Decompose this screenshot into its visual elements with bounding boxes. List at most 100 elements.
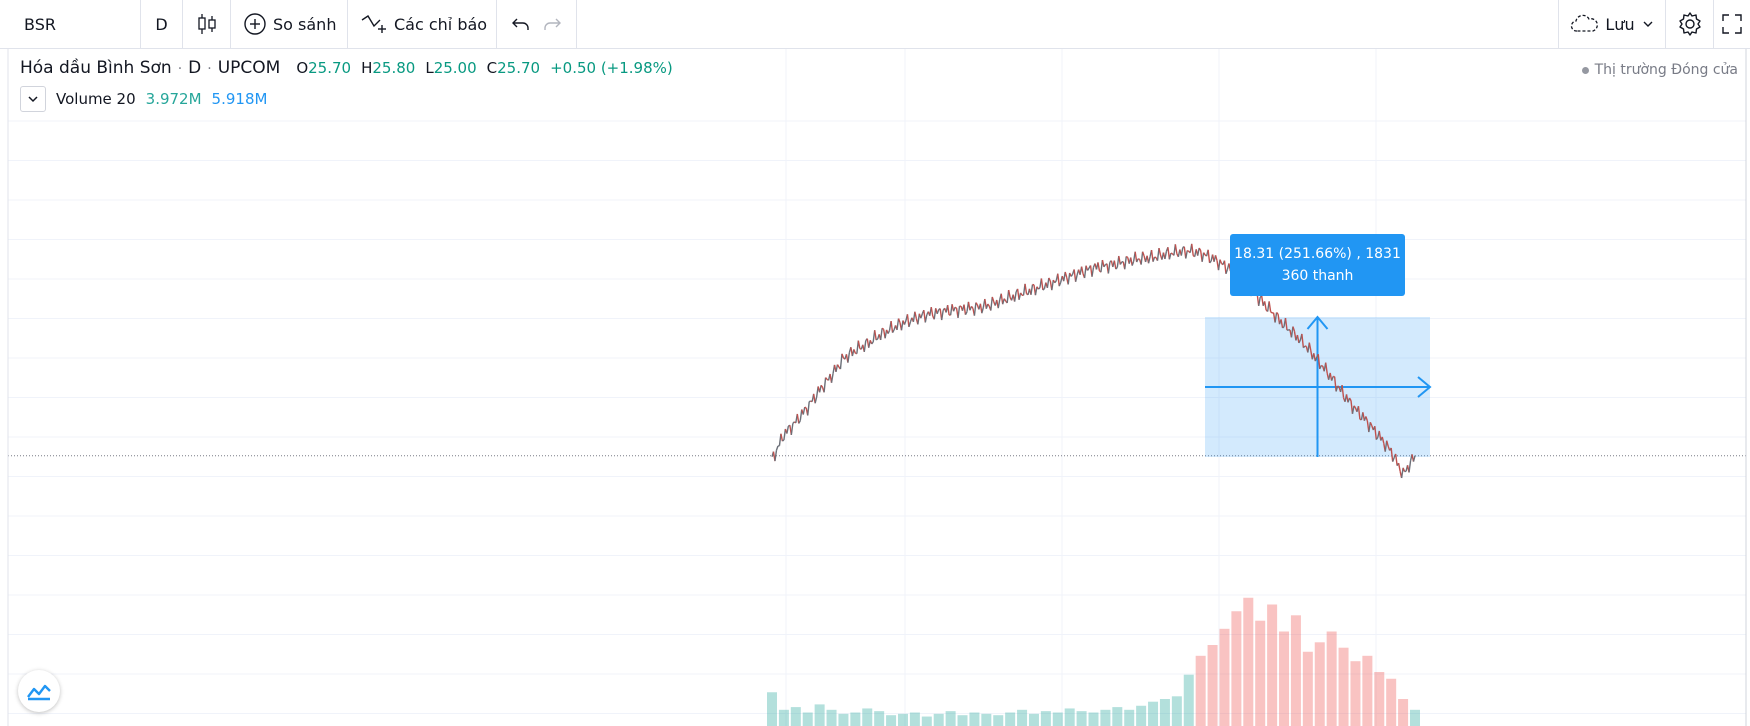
volume-bar xyxy=(1040,711,1051,726)
price-segment xyxy=(1308,342,1312,351)
price-segment xyxy=(1408,460,1412,473)
price-segment xyxy=(1374,426,1377,440)
price-segment xyxy=(825,377,828,380)
volume-bar xyxy=(1314,642,1325,726)
price-segment xyxy=(1136,258,1139,263)
indicators-button[interactable]: Các chỉ báo xyxy=(348,0,497,48)
price-segment xyxy=(1174,244,1178,254)
chart-grid xyxy=(8,49,1746,726)
volume-bar xyxy=(1279,631,1290,726)
compare-button[interactable]: So sánh xyxy=(231,0,348,48)
market-status-label: Thị trường Đóng cửa xyxy=(1594,62,1738,78)
price-segment xyxy=(1024,283,1028,294)
price-segment xyxy=(1394,453,1398,466)
price-segment xyxy=(1282,326,1285,329)
measure-tool xyxy=(1205,315,1432,457)
save-button[interactable]: Lưu xyxy=(1559,0,1666,48)
price-segment xyxy=(786,425,790,434)
legend-separator: · xyxy=(177,61,183,77)
symbol-label: BSR xyxy=(24,14,56,34)
price-segment xyxy=(1365,416,1369,422)
volume-bar xyxy=(1219,628,1230,726)
price-segment xyxy=(1263,301,1267,311)
ohlc-low: L25.00 xyxy=(425,59,477,77)
price-segment xyxy=(1384,440,1388,452)
price-segment xyxy=(1386,440,1389,447)
price-segment xyxy=(1013,291,1017,302)
price-segment xyxy=(881,327,885,330)
chart-pane[interactable] xyxy=(0,49,1750,726)
price-segment xyxy=(853,349,857,354)
price-segment xyxy=(799,409,803,421)
redo-icon[interactable] xyxy=(541,13,563,35)
price-segment xyxy=(954,306,957,309)
price-segment xyxy=(1381,436,1385,444)
price-segment xyxy=(1314,356,1318,362)
price-segment xyxy=(884,329,888,339)
symbol-search-button[interactable]: BSR xyxy=(0,0,141,48)
undo-icon[interactable] xyxy=(510,13,532,35)
price-segment xyxy=(1317,354,1321,369)
collapse-legend-button[interactable] xyxy=(20,86,46,112)
price-segment xyxy=(981,307,985,314)
price-segment xyxy=(841,353,845,359)
price-segment xyxy=(1296,334,1300,344)
settings-button[interactable] xyxy=(1666,0,1714,48)
volume-bar xyxy=(1136,705,1147,726)
tradingview-logo-button[interactable] xyxy=(18,670,60,712)
measure-tooltip: 18.31 (251.66%) , 1831 360 thanh xyxy=(1230,234,1405,296)
price-segment xyxy=(1124,256,1127,270)
price-segment xyxy=(1277,314,1281,325)
volume-bar xyxy=(1100,709,1111,726)
toolbar-spacer xyxy=(577,0,1559,48)
legend-separator: · xyxy=(207,61,212,77)
price-segment xyxy=(1147,256,1151,264)
price-segment xyxy=(1037,287,1041,290)
chart-type-button[interactable] xyxy=(183,0,231,48)
price-segment xyxy=(1074,274,1078,282)
price-segment xyxy=(808,400,811,403)
price-segment xyxy=(1003,298,1007,302)
price-segment xyxy=(940,310,944,321)
volume-bar xyxy=(850,712,861,726)
volume-bar xyxy=(945,711,956,726)
price-chart[interactable] xyxy=(0,49,1750,726)
price-segment xyxy=(987,303,990,307)
price-segment xyxy=(890,321,894,333)
price-segment xyxy=(984,298,988,309)
price-segment xyxy=(1118,255,1121,265)
volume-bar xyxy=(814,704,825,726)
price-segment xyxy=(1170,252,1173,255)
price-segment xyxy=(835,364,839,373)
price-segment xyxy=(903,320,907,325)
price-segment xyxy=(897,318,901,323)
price-segment xyxy=(1158,247,1162,256)
ohlc-close: C25.70 xyxy=(486,59,541,77)
price-segment xyxy=(1280,319,1284,328)
interval-button[interactable]: D xyxy=(141,0,183,48)
volume-bar xyxy=(1386,678,1397,726)
price-segment xyxy=(1064,271,1068,278)
volume-bar xyxy=(1207,645,1218,726)
price-segment xyxy=(782,439,785,442)
fullscreen-button[interactable] xyxy=(1714,0,1750,48)
indicators-icon xyxy=(360,12,388,36)
candles-icon xyxy=(196,12,218,36)
volume-bar xyxy=(790,707,801,726)
chevron-down-icon[interactable] xyxy=(1641,17,1655,31)
chart-frame xyxy=(7,49,1747,726)
price-segment xyxy=(1207,249,1211,263)
price-segment xyxy=(1330,376,1334,381)
price-segment xyxy=(1018,292,1022,300)
volume-bar xyxy=(1088,712,1099,726)
price-segment xyxy=(774,450,778,462)
price-segment xyxy=(1201,252,1205,262)
price-segment xyxy=(1375,436,1379,441)
price-segment xyxy=(847,352,851,363)
price-segment xyxy=(906,314,910,327)
price-segment xyxy=(1191,243,1194,256)
price-segment xyxy=(857,340,861,349)
price-segment xyxy=(933,308,937,320)
price-segment xyxy=(1348,397,1352,401)
volume-bar xyxy=(802,712,813,726)
